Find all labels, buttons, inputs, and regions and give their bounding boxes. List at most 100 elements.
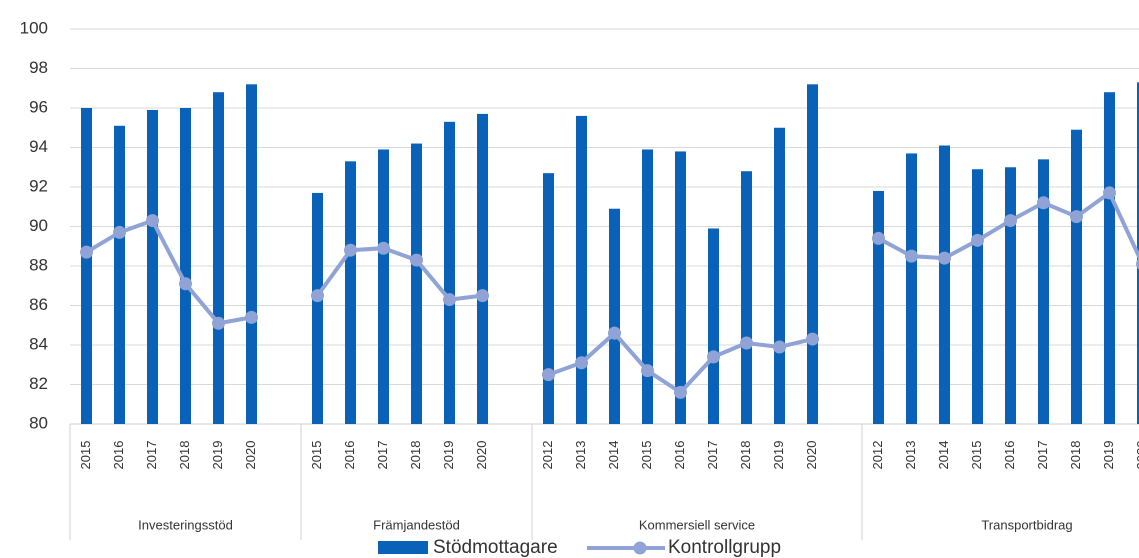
bar xyxy=(378,149,389,424)
legend-swatch xyxy=(378,541,428,554)
bar xyxy=(114,125,125,425)
x-tick-label: 2019 xyxy=(1101,441,1116,470)
x-tick-label: 2016 xyxy=(1002,441,1017,470)
bar xyxy=(81,108,92,424)
y-tick-label: 82 xyxy=(29,374,48,393)
group-label: Kommersiell service xyxy=(639,517,755,532)
line-point xyxy=(80,245,93,259)
line-point xyxy=(1136,258,1139,270)
x-tick-label: 2017 xyxy=(705,441,720,470)
bar xyxy=(477,113,488,425)
y-tick-label: 80 xyxy=(29,413,48,432)
bar xyxy=(180,108,191,424)
line-point xyxy=(905,249,918,263)
line-point xyxy=(443,293,456,307)
line-point xyxy=(608,326,621,340)
x-tick-label: 2020 xyxy=(804,441,819,470)
x-tick-label: 2020 xyxy=(474,441,489,470)
bar xyxy=(906,153,917,425)
line-point xyxy=(872,231,885,245)
x-tick-label: 2018 xyxy=(1068,441,1083,470)
y-tick-label: 86 xyxy=(29,295,48,314)
group-label: Transportbidrag xyxy=(981,517,1072,532)
x-tick-label: 2017 xyxy=(375,441,390,470)
bar xyxy=(675,151,686,424)
x-tick-label: 2019 xyxy=(210,441,225,470)
bar xyxy=(1005,167,1016,424)
y-tick-label: 88 xyxy=(29,255,48,274)
line-point xyxy=(311,289,324,303)
x-tick-label: 2014 xyxy=(606,441,621,470)
line-point xyxy=(146,214,159,228)
line-point xyxy=(476,289,489,303)
bar xyxy=(972,169,983,424)
x-tick-label: 2019 xyxy=(441,441,456,470)
bar xyxy=(543,173,554,424)
x-tick-label: 2013 xyxy=(903,441,918,470)
line-point xyxy=(377,241,390,255)
x-tick-label: 2016 xyxy=(111,441,126,470)
line xyxy=(85,218,252,326)
bar xyxy=(939,145,950,424)
bar xyxy=(576,115,587,425)
x-tick-label: 2015 xyxy=(78,441,93,470)
x-tick-label: 2015 xyxy=(969,441,984,470)
y-tick-label: 98 xyxy=(29,58,48,77)
x-tick-label: 2013 xyxy=(573,441,588,470)
x-tick-label: 2018 xyxy=(738,441,753,470)
bar xyxy=(807,84,818,425)
line-point xyxy=(806,332,819,346)
line-point xyxy=(212,316,225,330)
line-point xyxy=(971,233,984,247)
x-tick-label: 2017 xyxy=(144,441,159,470)
x-tick-label: 2014 xyxy=(936,441,951,470)
line-point xyxy=(113,225,126,239)
line-point xyxy=(707,350,720,364)
x-tick-label: 2020 xyxy=(1134,441,1139,470)
line-point xyxy=(1037,196,1050,210)
bar xyxy=(312,192,323,424)
y-tick-label: 90 xyxy=(29,216,48,235)
bar xyxy=(708,228,719,424)
line-point xyxy=(575,356,588,370)
line-point xyxy=(938,251,951,265)
bar xyxy=(741,171,752,424)
bar xyxy=(642,149,653,424)
bar xyxy=(444,121,455,424)
line-point xyxy=(344,243,357,257)
group-label: Främjandestöd xyxy=(373,517,460,532)
line-point xyxy=(1103,186,1116,200)
line-point xyxy=(245,310,258,324)
line-point xyxy=(773,340,786,354)
legend-label: Stödmottagare xyxy=(433,537,558,558)
bar xyxy=(1038,159,1049,424)
line-point xyxy=(410,253,423,267)
group-label: Investeringsstöd xyxy=(138,517,233,532)
legend-swatch xyxy=(633,541,647,555)
y-tick-label: 94 xyxy=(29,137,48,156)
bar xyxy=(411,143,422,425)
x-tick-label: 2016 xyxy=(342,441,357,470)
x-tick-label: 2018 xyxy=(177,441,192,470)
legend-label: Kontrollgrupp xyxy=(668,537,781,558)
line-point xyxy=(1070,210,1083,224)
line xyxy=(315,246,483,302)
line-point xyxy=(542,368,555,382)
line-point xyxy=(641,364,654,378)
x-tick-label: 2020 xyxy=(243,441,258,470)
bar xyxy=(345,161,356,424)
bar xyxy=(147,109,158,424)
y-tick-label: 92 xyxy=(29,176,48,195)
x-tick-label: 2018 xyxy=(408,441,423,470)
line-point xyxy=(674,385,687,399)
x-tick-label: 2015 xyxy=(309,441,324,470)
bar xyxy=(873,190,884,424)
bar xyxy=(213,92,224,424)
y-tick-label: 96 xyxy=(29,97,48,116)
x-tick-label: 2017 xyxy=(1035,441,1050,470)
bar xyxy=(609,208,620,424)
y-tick-label: 84 xyxy=(29,334,48,353)
line-point xyxy=(740,336,753,350)
x-tick-label: 2012 xyxy=(540,441,555,470)
